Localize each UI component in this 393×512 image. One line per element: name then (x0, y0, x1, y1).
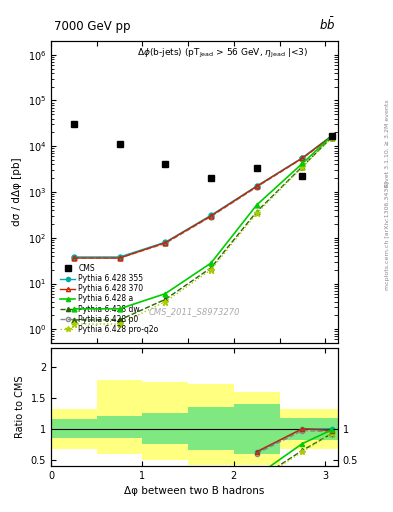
CMS (72, 121, 76, 127)
Text: 7000 GeV pp: 7000 GeV pp (54, 20, 130, 33)
Text: CMS_2011_S8973270: CMS_2011_S8973270 (149, 307, 240, 316)
Pythia 6.428 dw (329, 135, 334, 141)
Pythia 6.428 pro-q2o (72, 321, 76, 327)
Line: Pythia 6.428 dw: Pythia 6.428 dw (72, 135, 334, 323)
CMS (254, 165, 259, 172)
Text: b$\mathregular{\bar{b}}$: b$\mathregular{\bar{b}}$ (319, 17, 335, 33)
X-axis label: Δφ between two B hadrons: Δφ between two B hadrons (124, 486, 265, 496)
Line: Pythia 6.428 a: Pythia 6.428 a (72, 134, 334, 311)
Pythia 6.428 pro-q2o (163, 298, 168, 305)
Pythia 6.428 p0 (209, 214, 213, 220)
CMS (117, 141, 122, 147)
Legend: CMS, Pythia 6.428 355, Pythia 6.428 370, Pythia 6.428 a, Pythia 6.428 dw, Pythia: CMS, Pythia 6.428 355, Pythia 6.428 370,… (58, 262, 161, 336)
CMS (209, 175, 213, 181)
Pythia 6.428 a (254, 202, 259, 208)
Pythia 6.428 370 (72, 255, 76, 261)
Pythia 6.428 pro-q2o (209, 267, 213, 273)
Pythia 6.428 dw (117, 317, 122, 323)
Pythia 6.428 p0 (117, 255, 122, 261)
Line: Pythia 6.428 p0: Pythia 6.428 p0 (72, 135, 334, 261)
Y-axis label: dσ / dΔφ [pb]: dσ / dΔφ [pb] (12, 158, 22, 226)
Pythia 6.428 355 (254, 183, 259, 189)
CMS (300, 173, 305, 179)
Pythia 6.428 a (72, 306, 76, 312)
Pythia 6.428 p0 (300, 156, 305, 162)
Pythia 6.428 355 (72, 254, 76, 260)
Pythia 6.428 dw (254, 209, 259, 215)
Pythia 6.428 p0 (72, 255, 76, 261)
Pythia 6.428 dw (163, 296, 168, 303)
Pythia 6.428 355 (329, 133, 334, 139)
Pythia 6.428 a (329, 133, 334, 139)
Pythia 6.428 370 (300, 155, 305, 161)
Pythia 6.428 a (209, 260, 213, 266)
Pythia 6.428 370 (254, 183, 259, 189)
Pythia 6.428 pro-q2o (117, 321, 122, 327)
CMS (163, 161, 168, 167)
Text: Rivet 3.1.10, ≥ 3.2M events: Rivet 3.1.10, ≥ 3.2M events (385, 99, 390, 187)
Pythia 6.428 370 (163, 240, 168, 246)
Line: Pythia 6.428 370: Pythia 6.428 370 (72, 134, 334, 261)
Text: $\Delta\phi$(b-jets) (pT$_{\mathregular{Jead}}$ > 56 GeV, $\eta_{\mathregular{Je: $\Delta\phi$(b-jets) (pT$_{\mathregular{… (137, 47, 309, 60)
Pythia 6.428 a (300, 160, 305, 166)
Pythia 6.428 355 (209, 212, 213, 218)
Pythia 6.428 p0 (329, 134, 334, 140)
Pythia 6.428 p0 (163, 241, 168, 247)
Line: Pythia 6.428 355: Pythia 6.428 355 (72, 133, 334, 260)
Pythia 6.428 370 (209, 213, 213, 219)
Line: CMS: CMS (71, 121, 335, 181)
Pythia 6.428 pro-q2o (329, 135, 334, 141)
Pythia 6.428 355 (300, 155, 305, 161)
Pythia 6.428 dw (300, 163, 305, 169)
Pythia 6.428 a (117, 306, 122, 312)
Pythia 6.428 pro-q2o (254, 210, 259, 217)
Pythia 6.428 p0 (254, 184, 259, 190)
Pythia 6.428 dw (72, 317, 76, 323)
Pythia 6.428 370 (117, 255, 122, 261)
Pythia 6.428 370 (329, 133, 334, 139)
CMS (329, 133, 334, 139)
Pythia 6.428 pro-q2o (300, 164, 305, 170)
Pythia 6.428 dw (209, 265, 213, 271)
Pythia 6.428 355 (163, 239, 168, 245)
Pythia 6.428 355 (117, 254, 122, 260)
Y-axis label: Ratio to CMS: Ratio to CMS (15, 376, 25, 438)
Line: Pythia 6.428 pro-q2o: Pythia 6.428 pro-q2o (71, 135, 335, 327)
Pythia 6.428 a (163, 291, 168, 297)
Text: mcplots.cern.ch [arXiv:1306.3436]: mcplots.cern.ch [arXiv:1306.3436] (385, 181, 390, 290)
